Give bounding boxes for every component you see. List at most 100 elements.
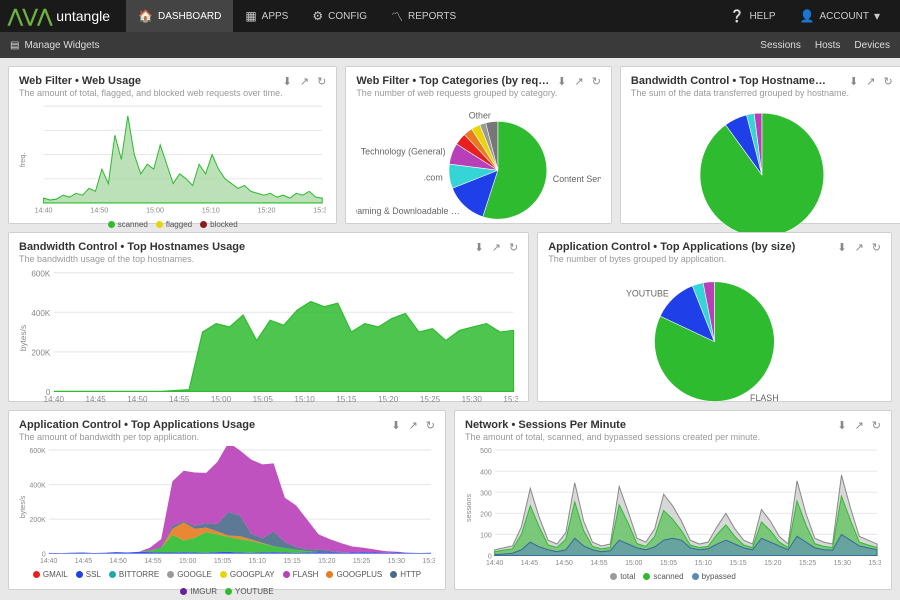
- svg-text:Technology (General): Technology (General): [361, 147, 446, 157]
- svg-text:14:50: 14:50: [556, 559, 573, 567]
- svg-text:14:50: 14:50: [110, 558, 127, 565]
- svg-text:14:45: 14:45: [521, 559, 538, 567]
- svg-text:FLASH: FLASH: [750, 393, 779, 403]
- download-icon[interactable]: ⬇: [557, 75, 566, 88]
- svg-text:Content Servers: Content Servers: [553, 174, 601, 184]
- refresh-icon[interactable]: ↻: [592, 75, 601, 88]
- svg-text:15:20: 15:20: [378, 395, 399, 404]
- manage-widgets-button[interactable]: ▤ Manage Widgets: [10, 40, 100, 51]
- svg-text:freq.: freq.: [19, 152, 27, 167]
- logo[interactable]: ⋀⋁⋀ untangle: [8, 6, 110, 27]
- caret-down-icon: ▾: [874, 9, 880, 23]
- svg-text:15:10: 15:10: [202, 205, 220, 214]
- widget-title: Web Filter • Web Usage: [19, 75, 283, 87]
- share-icon[interactable]: ↗: [300, 75, 309, 88]
- download-icon[interactable]: ⬇: [475, 241, 484, 254]
- widget-title: Bandwidth Control • Top Hostname…: [631, 75, 849, 87]
- svg-text:bytes/s: bytes/s: [20, 495, 27, 518]
- refresh-icon[interactable]: ↻: [872, 419, 881, 432]
- apps-usage-chart: 0200K400K600K14:4014:4514:5014:5515:0015…: [19, 446, 435, 568]
- svg-text:14:50: 14:50: [127, 395, 148, 404]
- refresh-icon[interactable]: ↻: [509, 241, 518, 254]
- legend-item: flagged: [156, 220, 192, 229]
- legend-item: GOOGLE: [167, 570, 212, 579]
- share-icon[interactable]: ↗: [855, 419, 864, 432]
- subbar: ▤ Manage Widgets Sessions Hosts Devices: [0, 32, 900, 58]
- svg-text:200K: 200K: [30, 517, 46, 524]
- widget-subtitle: The bandwidth usage of the top hostnames…: [19, 254, 475, 264]
- download-icon[interactable]: ⬇: [837, 419, 846, 432]
- grid-icon: ▦: [245, 9, 256, 23]
- sessions-link[interactable]: Sessions: [760, 40, 801, 51]
- web-usage-chart: 14:4014:5015:0015:1015:2015:30freq.: [19, 102, 326, 218]
- row-2: Bandwidth Control • Top Hostnames Usage …: [8, 232, 892, 402]
- svg-text:14:55: 14:55: [169, 395, 190, 404]
- svg-text:15:15: 15:15: [729, 559, 746, 567]
- svg-text:400K: 400K: [30, 483, 46, 490]
- svg-text:14:40: 14:40: [35, 205, 53, 214]
- svg-text:14:40: 14:40: [44, 395, 65, 404]
- topbar: ⋀⋁⋀ untangle 🏠 DASHBOARD ▦ APPS ⚙ CONFIG…: [0, 0, 900, 32]
- widget-title: Application Control • Top Applications (…: [548, 241, 837, 253]
- top-hostnames-pie-chart: [631, 102, 893, 248]
- svg-text:14:45: 14:45: [85, 395, 106, 404]
- nav-dashboard-label: DASHBOARD: [158, 11, 221, 22]
- svg-text:15:25: 15:25: [420, 395, 441, 404]
- nav-reports[interactable]: 〽 REPORTS: [379, 0, 468, 32]
- hostnames-usage-chart: 0200K400K600K14:4014:4514:5014:5515:0015…: [19, 268, 518, 408]
- svg-text:15:20: 15:20: [764, 559, 781, 567]
- widget-subtitle: The number of bytes grouped by applicati…: [548, 254, 837, 264]
- download-icon[interactable]: ⬇: [849, 75, 858, 88]
- widget-top-apps-pie: Application Control • Top Applications (…: [537, 232, 892, 402]
- download-icon[interactable]: ⬇: [283, 75, 292, 88]
- svg-text:15:30: 15:30: [834, 559, 851, 567]
- svg-text:100: 100: [480, 531, 492, 539]
- nav-dashboard[interactable]: 🏠 DASHBOARD: [126, 0, 233, 32]
- share-icon[interactable]: ↗: [574, 75, 583, 88]
- svg-text:14:40: 14:40: [40, 558, 57, 565]
- svg-text:14:55: 14:55: [144, 558, 161, 565]
- refresh-icon[interactable]: ↻: [317, 75, 326, 88]
- share-icon[interactable]: ↗: [492, 241, 501, 254]
- devices-link[interactable]: Devices: [854, 40, 890, 51]
- share-icon[interactable]: ↗: [409, 419, 418, 432]
- widget-top-categories: Web Filter • Top Categories (by req… The…: [345, 66, 612, 224]
- top-apps-pie-chart: FLASH YOUTUBE: [548, 268, 881, 415]
- svg-text:15:35: 15:35: [868, 559, 881, 567]
- widget-subtitle: The amount of total, flagged, and blocke…: [19, 88, 283, 98]
- share-icon[interactable]: ↗: [855, 241, 864, 254]
- svg-text:15:05: 15:05: [660, 559, 677, 567]
- web-usage-legend: scannedflaggedblocked: [19, 220, 326, 229]
- widget-subtitle: The amount of total, scanned, and bypass…: [465, 432, 837, 442]
- apps-usage-legend: GMAILSSLBITTORREGOOGLEGOOGPLAYFLASHGOOGP…: [19, 570, 435, 596]
- sessions-chart: 010020030040050014:4014:4514:5014:5515:0…: [465, 446, 881, 570]
- download-icon[interactable]: ⬇: [391, 419, 400, 432]
- nav-reports-label: REPORTS: [408, 11, 456, 22]
- nav-apps[interactable]: ▦ APPS: [233, 0, 300, 32]
- svg-text:15:25: 15:25: [353, 558, 370, 565]
- svg-text:15:05: 15:05: [214, 558, 231, 565]
- nav-account[interactable]: 👤 ACCOUNT ▾: [788, 0, 892, 32]
- row-1: Web Filter • Web Usage The amount of tot…: [8, 66, 892, 224]
- subbar-right: Sessions Hosts Devices: [760, 40, 890, 51]
- top-categories-chart: Content Serverseaming & Downloadable ….c…: [356, 102, 601, 238]
- svg-text:15:30: 15:30: [313, 205, 326, 214]
- svg-text:15:15: 15:15: [283, 558, 300, 565]
- legend-item: scanned: [108, 220, 148, 229]
- legend-item: SSL: [76, 570, 101, 579]
- user-icon: 👤: [800, 9, 815, 23]
- svg-text:200K: 200K: [31, 348, 50, 357]
- hosts-link[interactable]: Hosts: [815, 40, 841, 51]
- help-icon: ❔: [729, 9, 744, 23]
- nav-help[interactable]: ❔ HELP: [717, 0, 787, 32]
- refresh-icon[interactable]: ↻: [426, 419, 435, 432]
- refresh-icon[interactable]: ↻: [872, 241, 881, 254]
- nav-config[interactable]: ⚙ CONFIG: [300, 0, 379, 32]
- svg-text:YOUTUBE: YOUTUBE: [626, 288, 669, 298]
- svg-text:15:35: 15:35: [422, 558, 435, 565]
- download-icon[interactable]: ⬇: [837, 241, 846, 254]
- logo-text: untangle: [56, 8, 110, 24]
- svg-text:600K: 600K: [30, 448, 46, 455]
- share-icon[interactable]: ↗: [866, 75, 875, 88]
- refresh-icon[interactable]: ↻: [884, 75, 893, 88]
